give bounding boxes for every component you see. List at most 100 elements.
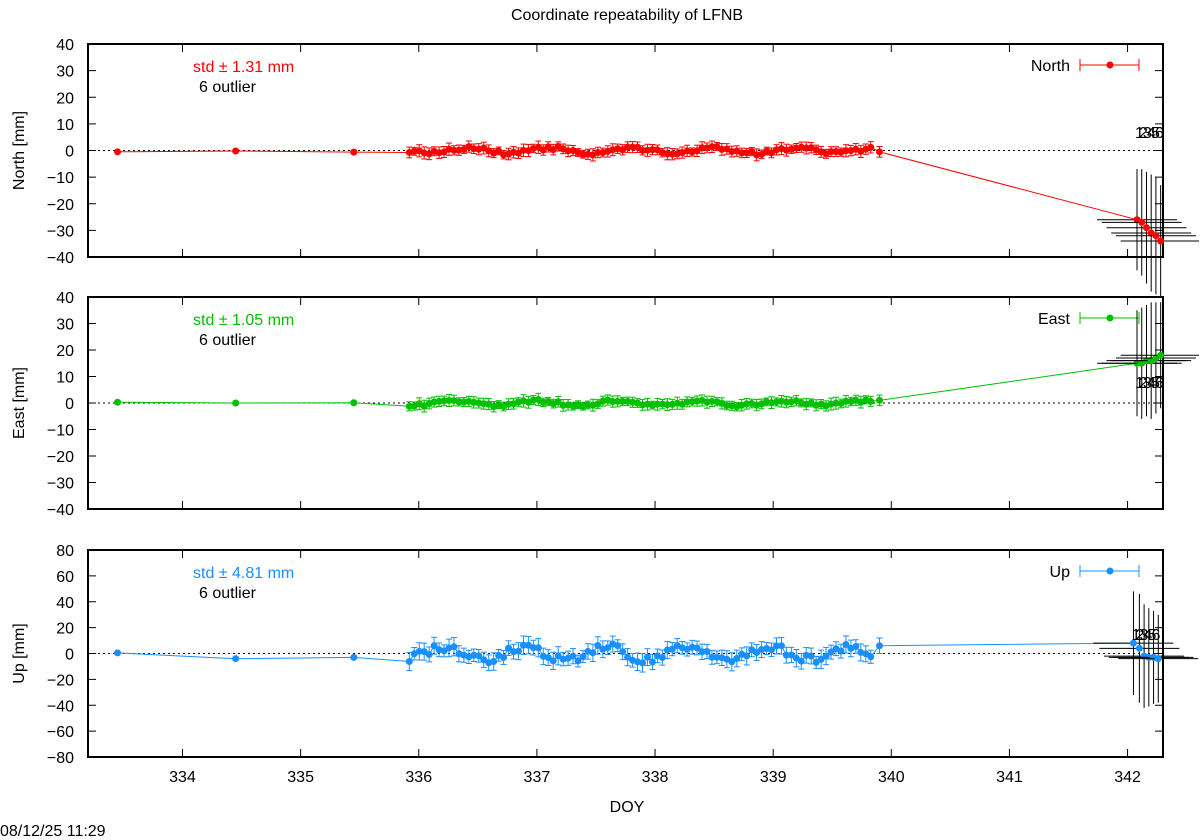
- data-point: [450, 146, 458, 154]
- data-point: [534, 644, 542, 652]
- data-point: [698, 648, 706, 656]
- data-point: [787, 651, 795, 659]
- data-point: [807, 652, 815, 660]
- series-line: [117, 145, 1138, 221]
- data-point: [574, 657, 582, 665]
- legend-label: Up: [1050, 564, 1071, 581]
- y-tick-label: 0: [65, 396, 74, 413]
- data-point: [639, 659, 647, 667]
- x-tick-label: 342: [1114, 769, 1141, 786]
- legend-marker: [1106, 314, 1114, 322]
- y-tick-label: −40: [47, 698, 74, 715]
- data-point: [782, 651, 790, 659]
- data-point: [648, 146, 656, 154]
- data-point: [114, 148, 122, 156]
- y-tick-label: 10: [56, 370, 74, 387]
- data-point: [758, 150, 766, 158]
- outlier-point: [1142, 224, 1150, 232]
- outlier-id-label: 1: [1135, 125, 1144, 142]
- data-point: [624, 653, 632, 661]
- data-point: [768, 646, 776, 654]
- outlier-id-label: 2: [1139, 125, 1148, 142]
- data-point: [708, 143, 716, 151]
- data-point: [549, 146, 557, 154]
- data-point: [738, 149, 746, 157]
- legend-marker: [1106, 61, 1114, 69]
- data-point: [350, 399, 358, 407]
- data-point: [495, 147, 503, 155]
- y-axis-label: East [mm]: [11, 367, 28, 439]
- data-point: [875, 148, 883, 156]
- x-tick-label: 334: [169, 769, 196, 786]
- data-point: [114, 649, 122, 657]
- data-point: [569, 652, 577, 660]
- data-point: [733, 654, 741, 662]
- data-point: [232, 147, 240, 155]
- data-point: [579, 653, 587, 661]
- data-point: [594, 148, 602, 156]
- outlier-id-label: 6: [1151, 627, 1160, 644]
- y-tick-label: 40: [56, 595, 74, 612]
- x-tick-label: 338: [642, 769, 669, 786]
- outlier-id-label: 2: [1139, 375, 1148, 392]
- data-point: [817, 655, 825, 663]
- data-point: [832, 399, 840, 407]
- y-tick-label: −20: [47, 672, 74, 689]
- data-point: [802, 144, 810, 152]
- outlier-id-label: 5: [1151, 375, 1160, 392]
- y-tick-label: 0: [65, 647, 74, 664]
- y-tick-label: 80: [56, 543, 74, 560]
- data-point: [519, 146, 527, 154]
- data-point: [589, 649, 597, 657]
- east-panel: −40 −30 −20 −10 0 10 20 30 40 East [mm] std ± 1.05…: [11, 290, 1199, 519]
- y-tick-label: 30: [56, 64, 74, 81]
- data-point: [743, 652, 751, 660]
- data-point: [708, 653, 716, 661]
- north-panel: −40 −30 −20 −10 0 10 20 30 40 North [mm] std ± 1.3…: [11, 37, 1199, 297]
- outlier-id-label: 1: [1135, 375, 1144, 392]
- data-point: [693, 644, 701, 652]
- y-tick-label: 40: [56, 37, 74, 54]
- y-tick-label: 40: [56, 290, 74, 307]
- up-panel: −80 −60 −40 −20 0 20 40 60 80 334 335 336 337 338 339 3…: [11, 543, 1199, 786]
- data-point: [405, 402, 413, 410]
- data-point: [842, 640, 850, 648]
- data-point: [827, 648, 835, 656]
- data-point: [594, 641, 602, 649]
- data-point: [455, 398, 463, 406]
- data-point: [619, 397, 627, 405]
- data-point: [797, 657, 805, 665]
- data-point: [430, 642, 438, 650]
- data-point: [842, 397, 850, 405]
- y-tick-label: −30: [47, 223, 74, 240]
- data-point: [425, 650, 433, 658]
- data-point: [604, 644, 612, 652]
- y-tick-label: 20: [56, 621, 74, 638]
- data-point: [748, 148, 756, 156]
- outlier-id-label: 3: [1139, 627, 1148, 644]
- data-point: [629, 143, 637, 151]
- data-point: [232, 399, 240, 407]
- data-point: [698, 144, 706, 152]
- outlier-id-label: 1: [1131, 627, 1140, 644]
- x-axis-label: DOY: [610, 799, 645, 816]
- x-tick-label: 335: [287, 769, 314, 786]
- data-point: [614, 642, 622, 650]
- data-point: [619, 648, 627, 656]
- y-tick-label: 30: [56, 317, 74, 334]
- y-tick-label: 20: [56, 90, 74, 107]
- y-tick-label: 20: [56, 343, 74, 360]
- outlier-point: [1154, 655, 1162, 663]
- data-point: [663, 401, 671, 409]
- outlier-id-label: 4: [1147, 375, 1156, 392]
- x-tick-label: 341: [996, 769, 1023, 786]
- outlier-count-annotation: 6 outlier: [199, 332, 257, 349]
- data-point: [350, 653, 358, 661]
- data-point: [852, 642, 860, 650]
- data-point: [837, 647, 845, 655]
- legend-label: East: [1038, 311, 1071, 328]
- data-point: [875, 642, 883, 650]
- data-point: [232, 655, 240, 663]
- data-point: [544, 654, 552, 662]
- outlier-id-label: 5: [1151, 125, 1160, 142]
